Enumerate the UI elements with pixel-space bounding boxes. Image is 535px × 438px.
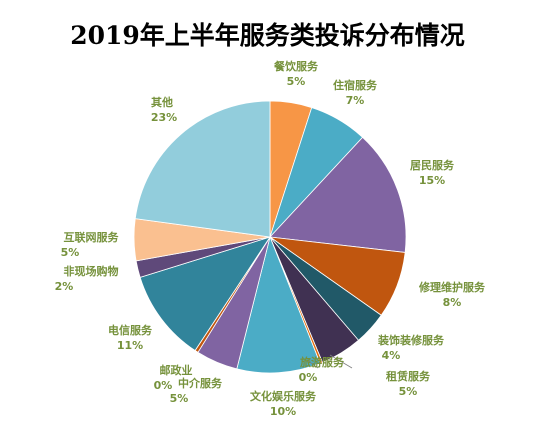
slice-label: 其他 <box>151 95 173 109</box>
slice-label: 中介服务 <box>178 376 223 390</box>
pie-slice <box>236 235 321 374</box>
slice-value-label: 23% <box>151 111 177 124</box>
slice-label: 居民服务 <box>410 158 455 172</box>
slice-value-label: 5% <box>61 246 80 259</box>
slice-value-label: 4% <box>382 349 401 362</box>
slice-label: 电信服务 <box>108 323 153 337</box>
slice-label: 租赁服务 <box>386 369 431 383</box>
slice-label: 餐饮服务 <box>273 59 319 73</box>
slice-value-label: 5% <box>399 385 418 398</box>
slice-value-label: 0% <box>154 379 173 392</box>
slice-label: 互联网服务 <box>64 230 120 244</box>
leader-line <box>329 354 353 369</box>
leader-line <box>306 359 319 369</box>
pie-slice <box>269 136 407 253</box>
slice-value-label: 5% <box>170 392 189 405</box>
slice-value-label: 5% <box>287 75 306 88</box>
slice-value-label: 15% <box>419 174 445 187</box>
slice-label: 旅游服务 <box>300 355 345 369</box>
slice-label: 非现场购物 <box>64 264 119 278</box>
slice-label: 装饰装修服务 <box>377 333 445 347</box>
slice-value-label: 2% <box>55 280 74 293</box>
slice-label: 邮政业 <box>160 363 193 377</box>
chart-title: 2019年上半年服务类投诉分布情况 <box>70 21 465 50</box>
pie-slice <box>134 100 271 238</box>
slice-value-label: 10% <box>270 405 296 418</box>
slice-value-label: 7% <box>346 94 365 107</box>
pie-slice <box>139 236 271 352</box>
slice-label: 文化娱乐服务 <box>250 389 317 403</box>
slice-value-label: 8% <box>443 296 462 309</box>
slice-value-label: 11% <box>117 339 143 352</box>
slice-value-label: 0% <box>299 371 318 384</box>
slice-label: 修理维护服务 <box>418 280 486 294</box>
slice-label: 住宿服务 <box>333 78 378 92</box>
